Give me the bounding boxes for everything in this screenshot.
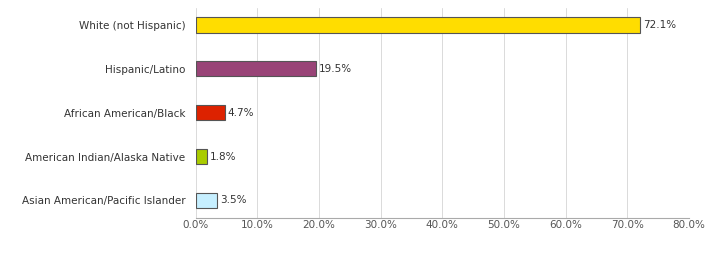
Bar xyxy=(196,105,225,120)
Text: 1.8%: 1.8% xyxy=(210,152,236,162)
Text: 4.7%: 4.7% xyxy=(228,108,254,118)
Bar xyxy=(196,17,640,33)
Text: 19.5%: 19.5% xyxy=(319,64,352,74)
Bar xyxy=(196,149,207,164)
Text: 3.5%: 3.5% xyxy=(220,195,247,205)
Text: 72.1%: 72.1% xyxy=(643,20,676,30)
Bar xyxy=(196,61,316,77)
Bar xyxy=(196,193,217,208)
